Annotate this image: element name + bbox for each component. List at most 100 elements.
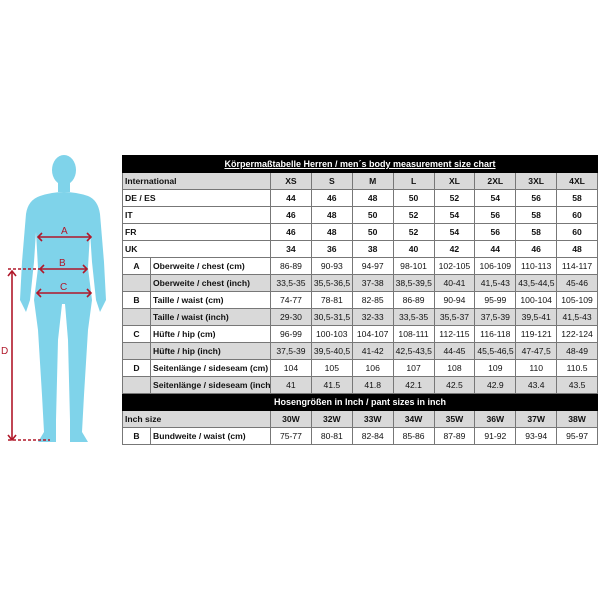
- table-cell: 36: [310, 240, 353, 258]
- table-cell: 100-103: [310, 325, 353, 343]
- size-header: S: [310, 172, 353, 190]
- table-cell: 82-85: [351, 291, 394, 309]
- table-cell: 54: [474, 189, 517, 207]
- table-cell: 52: [433, 189, 476, 207]
- row-label: Taille / waist (cm): [150, 291, 271, 309]
- table-cell: 39,5-41: [515, 308, 558, 326]
- row-label: Seitenlänge / sideseam (cm): [150, 359, 271, 377]
- table-cell: 48: [310, 206, 353, 224]
- row-label: Hüfte / hip (inch): [150, 342, 271, 360]
- size-header: L: [392, 172, 435, 190]
- table-cell: 56: [474, 223, 517, 241]
- table-cell: 42.9: [474, 376, 517, 394]
- row-label: Taille / waist (inch): [150, 308, 271, 326]
- measure-letter: B: [122, 291, 151, 309]
- label-b: B: [59, 258, 66, 269]
- size-row: UK 34 36 38 40 42 44 46 48: [122, 240, 598, 258]
- table-cell: 42.1: [392, 376, 435, 394]
- table-cell: 60: [556, 206, 598, 224]
- measure-row: Seitenlänge / sideseam (inch) 41 41.5 41.8 4…: [122, 376, 598, 394]
- table-cell: 44: [474, 240, 517, 258]
- table-cell: 29-30: [270, 308, 312, 326]
- table-cell: 37,5-39: [474, 308, 517, 326]
- table-cell: 104: [270, 359, 312, 377]
- table-cell: 41,5-43: [474, 274, 517, 292]
- size-header: 3XL: [515, 172, 558, 190]
- table-cell: 47-47,5: [515, 342, 558, 360]
- label-a: A: [61, 226, 68, 237]
- table-cell: 104-107: [351, 325, 394, 343]
- table-cell: 85-86: [392, 427, 435, 445]
- table-cell: 98-101: [392, 257, 435, 275]
- table-cell: 122-124: [556, 325, 598, 343]
- table-cell: 50: [351, 206, 394, 224]
- table-cell: 41: [270, 376, 312, 394]
- table-cell: 52: [392, 223, 435, 241]
- measure-letter: [122, 308, 151, 326]
- table-cell: 116-118: [474, 325, 517, 343]
- size-header: 36W: [474, 410, 517, 428]
- body-silhouette: [20, 155, 106, 442]
- table-cell: 42: [433, 240, 476, 258]
- body-measurement-figure: A B C D: [1, 155, 106, 442]
- table-cell: 82-84: [351, 427, 394, 445]
- table-cell: 107: [392, 359, 435, 377]
- table-title-row: Körpermaßtabelle Herren / men´s body mea…: [122, 155, 598, 173]
- table-cell: 46: [515, 240, 558, 258]
- table-cell: 95-97: [556, 427, 598, 445]
- table-cell: 87-89: [433, 427, 476, 445]
- table-cell: 41-42: [351, 342, 394, 360]
- table-cell: 86-89: [270, 257, 312, 275]
- size-header: 32W: [310, 410, 353, 428]
- table-cell: 46: [270, 223, 312, 241]
- size-header: 30W: [270, 410, 312, 428]
- table-cell: 95-99: [474, 291, 517, 309]
- size-row: IT 46 48 50 52 54 56 58 60: [122, 206, 598, 224]
- header-label: International: [122, 172, 271, 190]
- table-cell: 114-117: [556, 257, 598, 275]
- measure-letter: [122, 376, 151, 394]
- row-label: Seitenlänge / sideseam (inch): [150, 376, 271, 394]
- measure-letter: [122, 342, 151, 360]
- row-label: UK: [122, 240, 271, 258]
- table-cell: 45,5-46,5: [474, 342, 517, 360]
- table-cell: 37,5-39: [270, 342, 312, 360]
- table-cell: 109: [474, 359, 517, 377]
- table-cell: 119-121: [515, 325, 558, 343]
- table-cell: 45-46: [556, 274, 598, 292]
- table-cell: 90-93: [310, 257, 353, 275]
- table-cell: 41.5: [310, 376, 353, 394]
- table-cell: 50: [392, 189, 435, 207]
- measure-row: A Oberweite / chest (cm) 86-89 90-93 94-97 98…: [122, 257, 598, 275]
- table-cell: 48: [310, 223, 353, 241]
- row-label: Oberweite / chest (inch): [150, 274, 271, 292]
- table-cell: 78-81: [310, 291, 353, 309]
- row-label: DE / ES: [122, 189, 271, 207]
- table-cell: 108-111: [392, 325, 435, 343]
- pants-header-row: Inch size 30W 32W 33W 34W 35W 36W 37W 38W: [122, 410, 598, 428]
- measure-row: C Hüfte / hip (cm) 96-99 100-103 104-107 108-…: [122, 325, 598, 343]
- table-cell: 75-77: [270, 427, 312, 445]
- table-cell: 58: [515, 206, 558, 224]
- table-cell: 94-97: [351, 257, 394, 275]
- table-cell: 110: [515, 359, 558, 377]
- table-cell: 48-49: [556, 342, 598, 360]
- table-cell: 80-81: [310, 427, 353, 445]
- table-cell: 43.4: [515, 376, 558, 394]
- size-header: M: [351, 172, 394, 190]
- table-cell: 54: [433, 223, 476, 241]
- pants-row: B Bundweite / waist (cm) 75-77 80-81 82-84 85…: [122, 427, 598, 445]
- table-cell: 106: [351, 359, 394, 377]
- row-label: Bundweite / waist (cm): [150, 427, 271, 445]
- table-cell: 35,5-36,5: [310, 274, 353, 292]
- table-title: Körpermaßtabelle Herren / men´s body mea…: [122, 155, 598, 173]
- table-cell: 54: [433, 206, 476, 224]
- table-cell: 74-77: [270, 291, 312, 309]
- size-chart-table: Körpermaßtabelle Herren / men´s body mea…: [122, 155, 598, 445]
- table-cell: 90-94: [433, 291, 476, 309]
- table-cell: 35,5-37: [433, 308, 476, 326]
- label-d: D: [1, 346, 8, 357]
- table-cell: 112-115: [433, 325, 476, 343]
- table-cell: 60: [556, 223, 598, 241]
- table-cell: 105-109: [556, 291, 598, 309]
